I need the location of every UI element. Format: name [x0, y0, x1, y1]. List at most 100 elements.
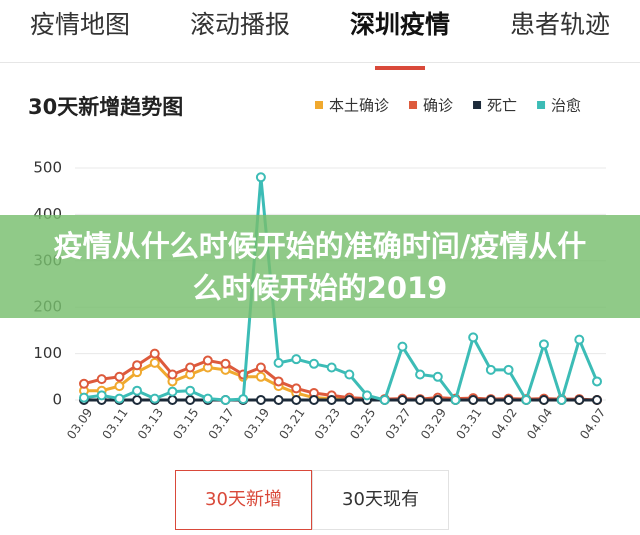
data-point	[574, 395, 585, 405]
data-point	[450, 395, 461, 405]
legend-swatch	[473, 101, 482, 109]
data-point	[114, 371, 125, 382]
data-point	[291, 354, 302, 365]
banner-text: 疫情从什么时候开始的准确时间/疫情从什么时候开始的2019	[53, 228, 587, 305]
x-tick-label: 03.09	[64, 406, 95, 442]
data-point	[167, 369, 178, 380]
data-point	[167, 395, 178, 405]
data-point	[538, 339, 549, 350]
legend-label: 死亡	[487, 97, 517, 115]
data-point	[344, 369, 355, 380]
x-tick-label: 04.04	[524, 406, 555, 442]
tab-bar: 疫情地图 滚动播报 深圳疫情 患者轨迹	[0, 0, 640, 70]
data-point	[344, 395, 355, 405]
data-point	[149, 393, 160, 404]
data-point	[556, 395, 567, 405]
data-point	[185, 362, 196, 373]
data-point	[202, 355, 213, 366]
tab-button[interactable]: 30天现有	[312, 470, 449, 530]
data-point	[485, 364, 496, 375]
x-tick-label: 03.15	[170, 406, 201, 442]
data-point	[132, 360, 143, 371]
data-point	[291, 383, 302, 394]
x-tick-label: 03.31	[453, 406, 484, 442]
data-point	[415, 369, 426, 380]
data-point	[592, 395, 602, 405]
x-tick-label: 03.21	[276, 406, 307, 442]
data-point	[521, 395, 532, 405]
data-point	[149, 348, 160, 359]
data-point	[96, 374, 107, 385]
data-point	[185, 385, 196, 396]
data-point	[503, 395, 514, 405]
data-point	[362, 390, 373, 401]
data-point	[185, 395, 196, 405]
x-tick-label: 03.19	[241, 406, 272, 442]
x-tick-label: 03.13	[135, 406, 166, 442]
data-point	[273, 376, 284, 387]
series-line	[83, 351, 598, 402]
data-point	[432, 395, 443, 405]
data-point	[79, 378, 89, 389]
data-point	[397, 395, 408, 405]
tab[interactable]: 滚动播报	[189, 10, 290, 39]
legend-label: 确诊	[423, 97, 453, 115]
x-tick-label: 03.25	[347, 406, 378, 442]
y-tick-label: 500	[33, 159, 62, 177]
data-point	[255, 172, 266, 183]
legend-label: 本土确诊	[329, 97, 389, 115]
chart-title: 30天新增趋势图	[28, 95, 183, 119]
data-point	[220, 395, 231, 405]
x-tick-label: 03.29	[418, 406, 449, 442]
data-point	[132, 395, 143, 405]
series-line	[84, 361, 597, 402]
data-point	[273, 357, 284, 368]
data-point	[96, 390, 107, 401]
data-point	[132, 385, 143, 396]
data-point	[503, 364, 514, 375]
data-point	[432, 371, 443, 382]
data-point	[220, 358, 231, 369]
data-point	[114, 393, 125, 404]
data-point	[308, 395, 319, 405]
x-tick-label: 04.07	[577, 406, 608, 442]
data-point	[485, 395, 496, 405]
tab-button[interactable]: 30天新增	[175, 470, 312, 530]
data-point	[574, 334, 585, 345]
tab[interactable]: 患者轨迹	[509, 10, 610, 39]
data-point	[273, 395, 284, 405]
data-point	[397, 341, 408, 352]
data-point	[468, 395, 479, 405]
data-point	[202, 393, 213, 404]
data-point	[326, 395, 337, 405]
legend-swatch	[409, 101, 418, 109]
data-point	[468, 332, 479, 343]
data-point	[379, 395, 390, 405]
legend-label: 治愈	[551, 97, 581, 115]
data-point	[415, 395, 426, 405]
y-tick-label: 100	[33, 344, 62, 362]
tab[interactable]: 深圳疫情	[320, 0, 480, 70]
data-point	[255, 362, 266, 373]
x-tick-label: 03.17	[206, 406, 237, 442]
data-point	[308, 358, 319, 369]
x-tick-label: 03.27	[383, 406, 414, 442]
data-point	[291, 395, 302, 405]
banner: 疫情从什么时候开始的准确时间/疫情从什么时候开始的2019	[0, 215, 640, 318]
data-point	[592, 376, 602, 387]
data-point	[326, 362, 337, 373]
legend-swatch	[315, 101, 323, 109]
data-point	[167, 386, 178, 397]
x-tick-label: 04.02	[489, 406, 520, 442]
tab[interactable]: 疫情地图	[29, 10, 130, 39]
data-point	[255, 395, 266, 405]
data-point	[238, 394, 249, 405]
data-point	[255, 371, 266, 382]
data-point	[114, 381, 125, 392]
data-point	[538, 395, 549, 405]
y-tick-label: 0	[52, 391, 62, 409]
data-point	[149, 357, 160, 368]
legend-swatch	[537, 101, 546, 109]
data-point	[79, 392, 89, 403]
